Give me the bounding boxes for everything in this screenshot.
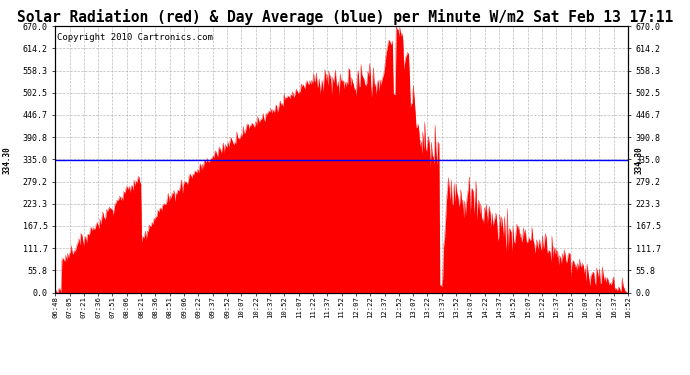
Text: 334.30: 334.30: [635, 146, 644, 174]
Text: Copyright 2010 Cartronics.com: Copyright 2010 Cartronics.com: [57, 33, 213, 42]
Text: Solar Radiation (red) & Day Average (blue) per Minute W/m2 Sat Feb 13 17:11: Solar Radiation (red) & Day Average (blu…: [17, 9, 673, 26]
Text: 334.30: 334.30: [3, 146, 12, 174]
